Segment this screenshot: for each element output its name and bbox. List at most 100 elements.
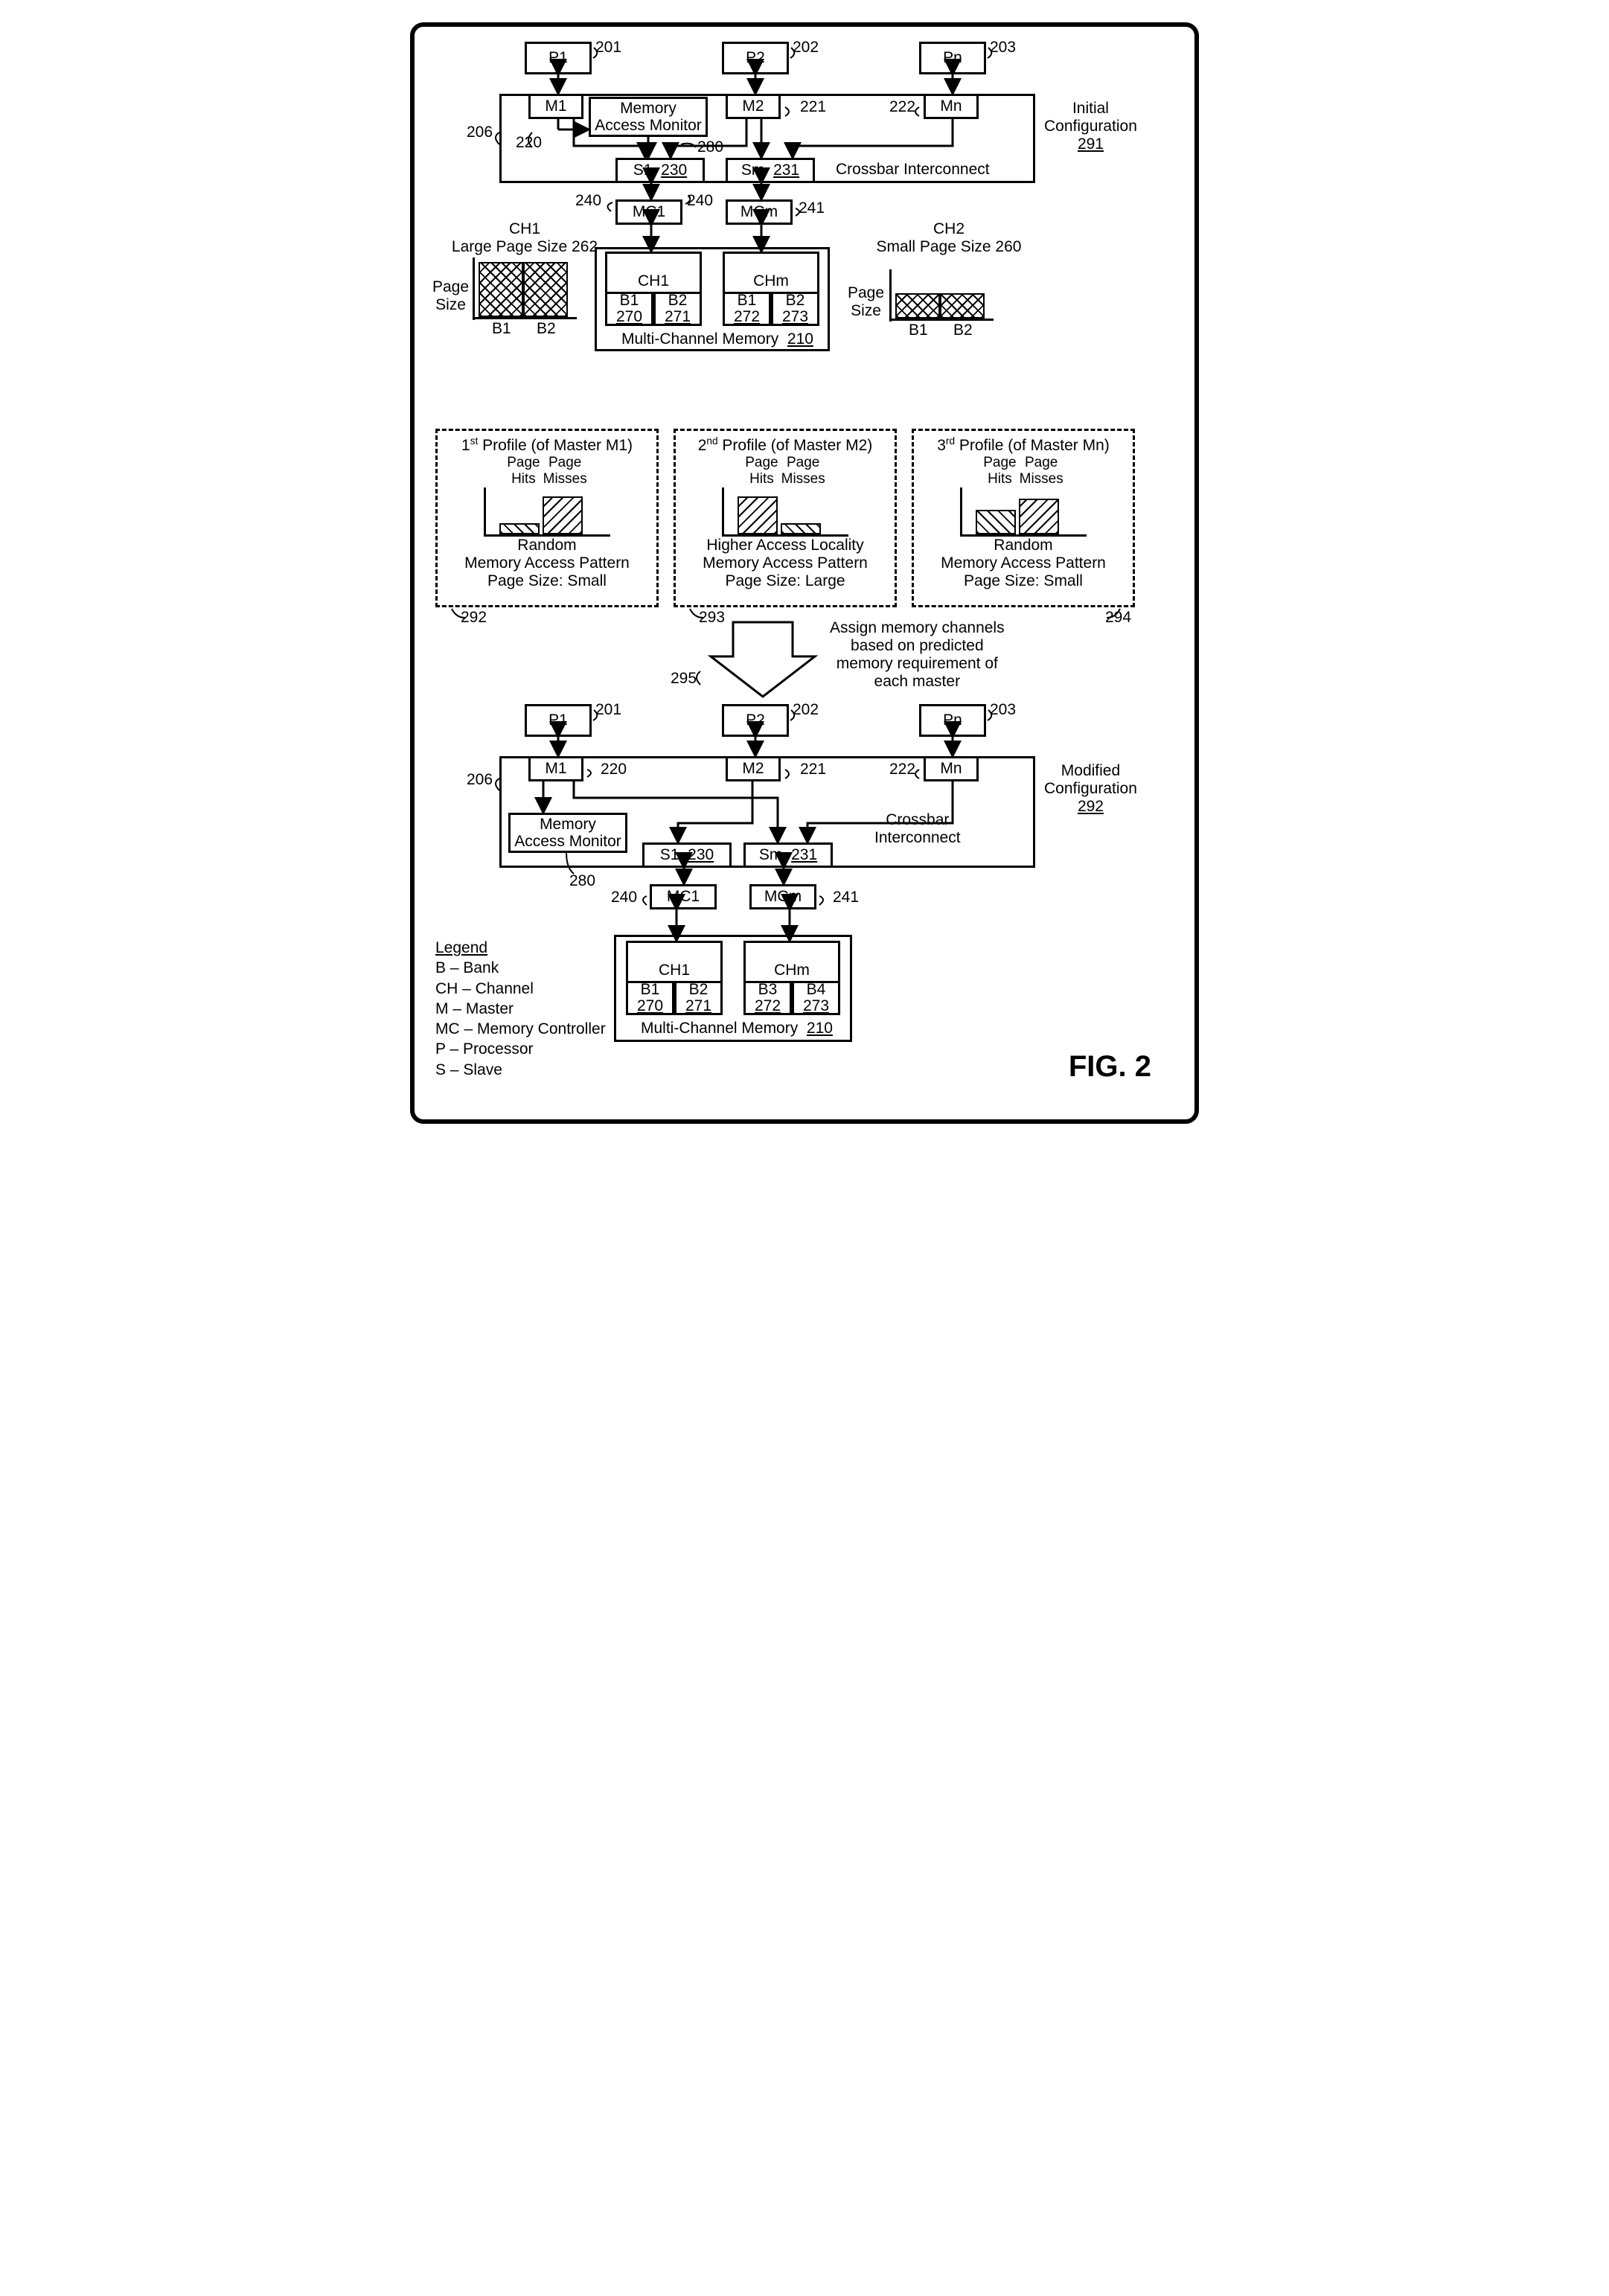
bchm-l: CHm	[774, 962, 810, 979]
p1-ref: 201	[595, 39, 621, 57]
bottom-stage: P1 201 P2 202 Pn 203 206 Crossbar Interc…	[428, 704, 1181, 1106]
m2-label: M2	[742, 97, 764, 115]
p1-c1: Page Hits	[507, 455, 540, 487]
small-axis	[889, 319, 994, 321]
bb3-l: B3272	[755, 982, 781, 1014]
mc1-ref-r: 240	[687, 192, 713, 210]
bpnr: 203	[990, 701, 1016, 719]
mc1-box: MC1	[615, 199, 682, 225]
small-b2-bar	[940, 293, 985, 319]
bmc1r: 240	[611, 889, 637, 906]
figure-label: FIG. 2	[1069, 1050, 1151, 1084]
top-stage: P1 201 P2 202 Pn 203 206 Crossbar Interc…	[428, 42, 1181, 429]
mn-label: Mn	[940, 97, 962, 115]
mn-ref: 222	[889, 98, 915, 116]
chm-label: CHm	[753, 272, 789, 290]
pn-box: Pn	[919, 42, 986, 74]
config-top: Initial Configuration291	[1044, 100, 1137, 153]
m1-ref: 220	[516, 134, 542, 152]
mam-label: Memory Access Monitor	[595, 100, 702, 134]
crossbar-label: Crossbar Interconnect	[836, 161, 990, 179]
bp1: P1	[525, 704, 592, 737]
p1-l2: Memory Access Pattern	[442, 554, 652, 572]
bp2-l: P2	[746, 711, 765, 729]
large-yaxis	[473, 258, 475, 320]
mc1-ref-l: 240	[575, 192, 601, 210]
p2-c1: Page Hits	[745, 455, 778, 487]
arrow-ref: 295	[671, 670, 697, 688]
mc1-label: MC1	[633, 203, 665, 221]
bp2: P2	[722, 704, 789, 737]
mcm-title: Multi-Channel Memory 210	[621, 330, 813, 348]
ch1-large-title: CH1 Large Page Size 262	[450, 220, 599, 256]
m1-label: M1	[545, 97, 566, 115]
mn-box: Mn	[924, 94, 979, 119]
p1-hits-bar	[499, 523, 540, 534]
p3-title: 3rd Profile (of Master Mn)	[918, 435, 1128, 455]
bmnr: 222	[889, 761, 915, 778]
p2-miss-bar	[781, 523, 821, 534]
bpn: Pn	[919, 704, 986, 737]
b4-box: B2273	[771, 292, 819, 326]
bb4-l: B4273	[803, 982, 829, 1014]
bsm: Sm 231	[743, 842, 833, 868]
p2-c2: Page Misses	[781, 455, 825, 487]
bmam-l: Memory Access Monitor	[514, 816, 621, 850]
bb2: B2271	[674, 981, 723, 1015]
ch2-small-title: CH2 Small Page Size 260	[867, 220, 1031, 256]
small-yaxis	[889, 269, 892, 322]
bpn-l: Pn	[943, 711, 962, 729]
figure-page: P1 201 P2 202 Pn 203 206 Crossbar Interc…	[410, 22, 1199, 1124]
big-arrow	[428, 615, 1187, 704]
bconfig: Modified Configuration292	[1044, 762, 1137, 816]
arrow-text: Assign memory channels based on predicte…	[830, 619, 1005, 691]
p1-pattern: Random	[442, 537, 652, 554]
big-arrow-stage: 295 Assign memory channels based on pred…	[428, 615, 1181, 704]
bmn: Mn	[924, 756, 979, 781]
bm2-l: M2	[742, 760, 764, 778]
bp1r: 201	[595, 701, 621, 719]
p3-pattern: Random	[918, 537, 1128, 554]
s1-box: S1 230	[615, 158, 705, 183]
bb1: B1270	[626, 981, 674, 1015]
bmc1-l: MC1	[667, 888, 700, 906]
leg0: B – Bank	[435, 959, 499, 976]
p3-l3: Page Size: Small	[918, 572, 1128, 590]
crossbar-ref: 206	[467, 124, 493, 141]
bmamr: 280	[569, 872, 595, 890]
bcrossbar-label: Crossbar Interconnect	[874, 811, 961, 847]
legend-title: Legend	[435, 939, 487, 956]
p3-hits-bar	[976, 510, 1016, 534]
p1-c2: Page Misses	[543, 455, 587, 487]
p2-ref: 202	[793, 39, 819, 57]
p3-c1: Page Hits	[983, 455, 1016, 487]
bm2r: 221	[800, 761, 826, 778]
bcrossbar-ref: 206	[467, 771, 493, 789]
bmcm: MCm	[749, 884, 816, 909]
mam-top: Memory Access Monitor	[589, 97, 708, 137]
large-b2-bar	[523, 262, 568, 317]
bb2-l: B2271	[685, 982, 711, 1014]
bp1-l: P1	[548, 711, 568, 729]
mcm-box: MCm	[726, 199, 793, 225]
mcm-label: MCm	[740, 203, 778, 221]
profile-3: 3rd Profile (of Master Mn) Page Hits Pag…	[912, 429, 1135, 607]
large-b2: B2	[537, 320, 556, 338]
bmc1: MC1	[650, 884, 717, 909]
mam-ref: 280	[697, 138, 723, 156]
bmam: Memory Access Monitor	[508, 813, 627, 853]
bb4: B4273	[792, 981, 840, 1015]
p1-box: P1	[525, 42, 592, 74]
ch1-label: CH1	[638, 272, 669, 290]
profile-1: 1st Profile (of Master M1) Page Hits Pag…	[435, 429, 659, 607]
profile-2: 2nd Profile (of Master M2) Page Hits Pag…	[674, 429, 897, 607]
p1-miss-bar	[543, 496, 583, 534]
b2-label: B2271	[665, 292, 691, 325]
sm-box: Sm 231	[726, 158, 815, 183]
leg4: P – Processor	[435, 1040, 534, 1058]
pn-ref: 203	[990, 39, 1016, 57]
p3-miss-bar	[1019, 499, 1059, 534]
pn-label: Pn	[943, 49, 962, 67]
large-b1: B1	[492, 320, 511, 338]
bm1: M1	[528, 756, 583, 781]
